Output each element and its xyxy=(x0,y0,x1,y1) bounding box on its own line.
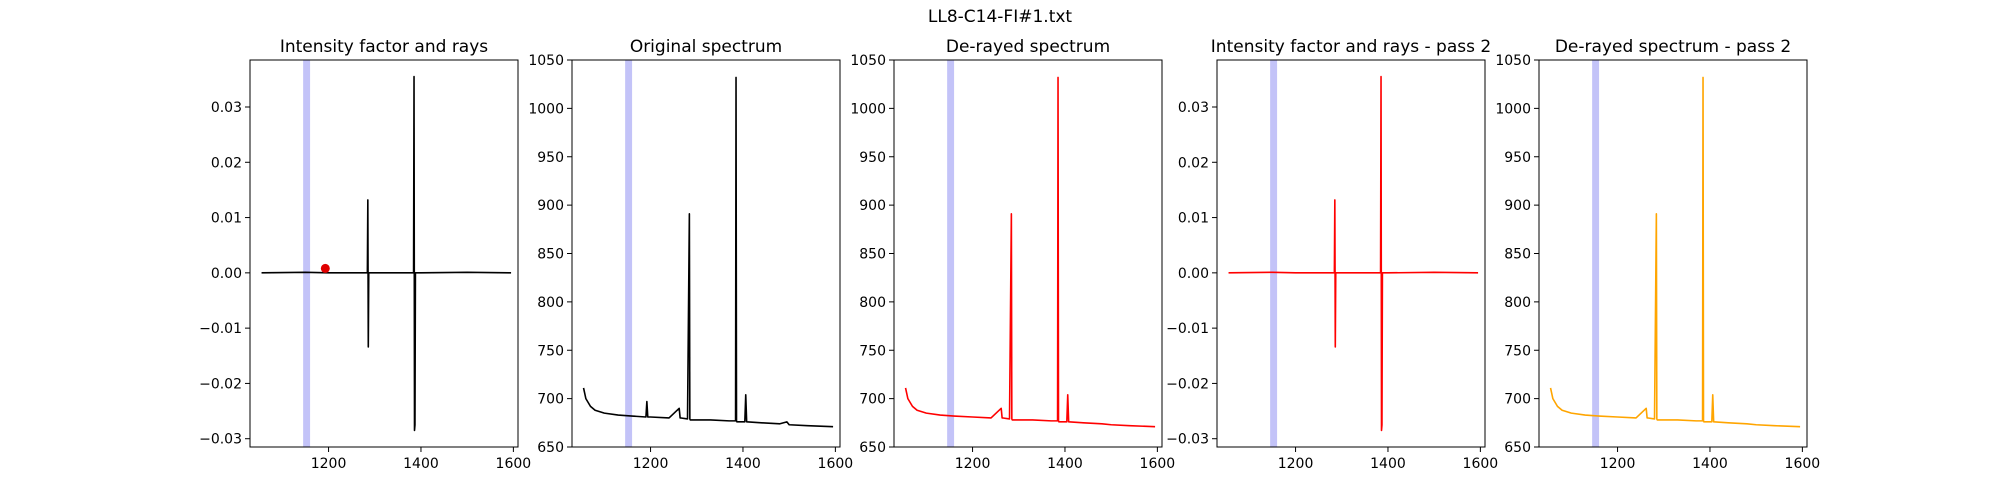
y-tick-label: −0.01 xyxy=(199,321,242,337)
y-tick-label: 0.03 xyxy=(1178,100,1209,116)
y-tick-label: −0.02 xyxy=(1166,376,1209,392)
y-tick-label: 850 xyxy=(1504,247,1531,263)
y-tick-label: 800 xyxy=(1504,295,1531,311)
x-tick-label: 1600 xyxy=(818,456,854,472)
y-tick-label: 650 xyxy=(859,440,886,456)
y-tick-label: 1050 xyxy=(850,53,886,69)
data-point xyxy=(320,263,330,273)
y-tick-label: 900 xyxy=(1504,198,1531,214)
subplot-original-spectrum: Original spectrum 1200 1400 1600 650 700 750 8… xyxy=(528,37,853,472)
subplot-derayed-spectrum: De-rayed spectrum 1200 1400 1600 650 700 750 8… xyxy=(850,37,1175,472)
series-line xyxy=(904,76,1156,428)
plot-area: 1200 1400 1600 650 700 750 800 850 900 950 1000 105… xyxy=(528,53,853,472)
x-tick-label: 1400 xyxy=(403,456,439,472)
series-line xyxy=(1228,75,1479,432)
x-tick-label: 1600 xyxy=(1463,456,1499,472)
shaded-band xyxy=(303,60,311,447)
x-tick-label: 1200 xyxy=(1278,456,1314,472)
y-tick-label: 800 xyxy=(537,295,564,311)
y-tick-label: 750 xyxy=(859,343,886,359)
subplot-title: De-rayed spectrum - pass 2 xyxy=(1555,37,1791,57)
y-tick-label: 1050 xyxy=(1495,53,1531,69)
y-tick-label: 950 xyxy=(859,150,886,166)
x-tick-label: 1400 xyxy=(1370,456,1406,472)
x-tick-label: 1200 xyxy=(955,456,991,472)
x-tick-label: 1400 xyxy=(725,456,761,472)
subplot-title: Original spectrum xyxy=(630,37,782,57)
axes-frame xyxy=(571,59,841,448)
y-tick-label: 750 xyxy=(537,343,564,359)
y-tick-label: 1000 xyxy=(528,101,564,117)
y-tick-label: 700 xyxy=(537,392,564,408)
shaded-band xyxy=(947,60,955,447)
y-tick-label: 1050 xyxy=(528,53,564,69)
x-tick-label: 1200 xyxy=(311,456,347,472)
subplot-intensity-factor-pass-2: Intensity factor and rays - pass 2 1200 1… xyxy=(1166,37,1498,472)
y-tick-label: −0.03 xyxy=(199,432,242,448)
plot-area: 1200 1400 1600 650 700 750 800 850 900 950 1000 105… xyxy=(1495,53,1820,472)
y-tick-label: 0.03 xyxy=(211,100,242,116)
subplot-intensity-factor: Intensity factor and rays 1200 1400 1600 −0… xyxy=(199,37,531,472)
figure-title: LL8-C14-FI#1.txt xyxy=(928,7,1073,27)
y-tick-label: 0.01 xyxy=(211,211,242,227)
y-tick-label: 700 xyxy=(859,392,886,408)
y-tick-label: 1000 xyxy=(1495,101,1531,117)
axes-frame xyxy=(1216,59,1486,448)
y-tick-label: 0.01 xyxy=(1178,211,1209,227)
series-line xyxy=(582,76,834,428)
y-tick-label: 950 xyxy=(1504,150,1531,166)
x-tick-label: 1600 xyxy=(496,456,532,472)
y-tick-label: 0.02 xyxy=(1178,155,1209,171)
y-tick-label: 650 xyxy=(1504,440,1531,456)
axes-frame xyxy=(1538,59,1808,448)
series-line xyxy=(261,75,512,432)
plot-area: 1200 1400 1600 650 700 750 800 850 900 950 1000 105… xyxy=(850,53,1175,472)
axes-frame xyxy=(893,59,1163,448)
subplot-derayed-spectrum-pass-2: De-rayed spectrum - pass 2 1200 1400 1600 6… xyxy=(1495,37,1820,472)
y-tick-label: −0.03 xyxy=(1166,432,1209,448)
plot-area: 1200 1400 1600 −0.03 −0.02 −0.01 0.00 0.01 0.02 0… xyxy=(199,59,532,472)
subplot-title: De-rayed spectrum xyxy=(946,37,1110,57)
x-tick-label: 1200 xyxy=(633,456,669,472)
x-tick-label: 1200 xyxy=(1600,456,1636,472)
subplot-title: Intensity factor and rays xyxy=(280,37,488,57)
y-tick-label: −0.02 xyxy=(199,376,242,392)
y-tick-label: 900 xyxy=(859,198,886,214)
series-line xyxy=(1549,76,1801,428)
y-tick-label: 750 xyxy=(1504,343,1531,359)
y-tick-label: 1000 xyxy=(850,101,886,117)
y-tick-label: −0.01 xyxy=(1166,321,1209,337)
y-tick-label: 900 xyxy=(537,198,564,214)
subplot-title: Intensity factor and rays - pass 2 xyxy=(1211,37,1491,57)
x-tick-label: 1400 xyxy=(1047,456,1083,472)
shaded-band xyxy=(1592,60,1600,447)
x-tick-label: 1600 xyxy=(1785,456,1821,472)
y-tick-label: 700 xyxy=(1504,392,1531,408)
y-tick-label: 0.00 xyxy=(1178,266,1209,282)
shaded-band xyxy=(625,60,633,447)
y-tick-label: 0.00 xyxy=(211,266,242,282)
shaded-band xyxy=(1270,60,1278,447)
y-tick-label: 650 xyxy=(537,440,564,456)
plot-area: 1200 1400 1600 −0.03 −0.02 −0.01 0.00 0.01 0.02 0… xyxy=(1166,59,1499,472)
axes-frame xyxy=(249,59,519,448)
x-tick-label: 1400 xyxy=(1692,456,1728,472)
y-tick-label: 850 xyxy=(859,247,886,263)
y-tick-label: 850 xyxy=(537,247,564,263)
x-tick-label: 1600 xyxy=(1140,456,1176,472)
y-tick-label: 800 xyxy=(859,295,886,311)
y-tick-label: 950 xyxy=(537,150,564,166)
y-tick-label: 0.02 xyxy=(211,155,242,171)
